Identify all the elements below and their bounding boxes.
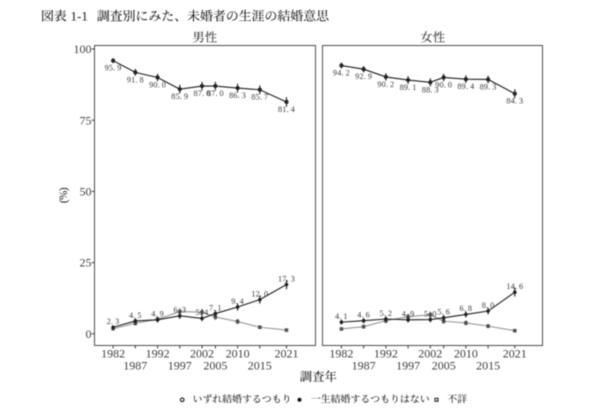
svg-text:90. 2: 90. 2 — [377, 80, 394, 89]
svg-text:2002: 2002 — [190, 347, 214, 361]
svg-text:1997: 1997 — [396, 359, 420, 373]
svg-text:6. 8: 6. 8 — [460, 304, 473, 313]
svg-text:2. 3: 2. 3 — [107, 317, 120, 326]
svg-text:100: 100 — [74, 42, 92, 56]
svg-text:9. 4: 9. 4 — [231, 297, 244, 306]
svg-text:1997: 1997 — [168, 359, 192, 373]
svg-text:1992: 1992 — [374, 347, 398, 361]
svg-text:6. 3: 6. 3 — [173, 306, 186, 315]
svg-text:4. 6: 4. 6 — [357, 311, 370, 320]
svg-text:4. 5: 4. 5 — [129, 311, 142, 320]
svg-text:88. 3: 88. 3 — [422, 85, 439, 94]
svg-text:2015: 2015 — [248, 359, 272, 373]
svg-text:75: 75 — [80, 113, 92, 127]
svg-text:1-1: 1-1 — [71, 9, 88, 24]
svg-text:94. 2: 94. 2 — [333, 69, 350, 78]
svg-text:7. 1: 7. 1 — [209, 303, 222, 312]
svg-text:14. 6: 14. 6 — [506, 282, 523, 291]
svg-text:91. 8: 91. 8 — [127, 75, 144, 84]
svg-text:90. 0: 90. 0 — [149, 80, 166, 89]
svg-text:2010: 2010 — [454, 347, 478, 361]
svg-text:89. 1: 89. 1 — [400, 83, 417, 92]
svg-text:2021: 2021 — [275, 347, 299, 361]
svg-text:90. 0: 90. 0 — [435, 80, 452, 89]
svg-text:4. 9: 4. 9 — [402, 310, 415, 319]
svg-text:84. 3: 84. 3 — [506, 97, 523, 106]
svg-text:2002: 2002 — [418, 347, 442, 361]
svg-text:2005: 2005 — [432, 359, 456, 373]
svg-text:2015: 2015 — [476, 359, 500, 373]
svg-text:85. 7: 85. 7 — [251, 93, 268, 102]
svg-text:85. 9: 85. 9 — [171, 92, 188, 101]
svg-text:4. 9: 4. 9 — [151, 310, 164, 319]
svg-text:86. 3: 86. 3 — [229, 91, 246, 100]
svg-text:5. 4: 5. 4 — [196, 308, 209, 317]
svg-text:2010: 2010 — [226, 347, 250, 361]
svg-text:1992: 1992 — [146, 347, 170, 361]
svg-text:81. 4: 81. 4 — [278, 105, 295, 114]
svg-text:89. 3: 89. 3 — [480, 82, 497, 91]
svg-text:5. 2: 5. 2 — [380, 309, 393, 318]
svg-text:4. 1: 4. 1 — [335, 312, 348, 321]
svg-text:1987: 1987 — [352, 359, 376, 373]
svg-text:1982: 1982 — [101, 347, 125, 361]
svg-text:1987: 1987 — [123, 359, 147, 373]
svg-text:89. 4: 89. 4 — [457, 82, 474, 91]
svg-text:50: 50 — [80, 185, 92, 199]
svg-text:12. 0: 12. 0 — [251, 289, 268, 298]
svg-text:95. 9: 95. 9 — [105, 64, 122, 73]
svg-text:8. 0: 8. 0 — [482, 301, 495, 310]
svg-text:2005: 2005 — [203, 359, 227, 373]
svg-text:(%): (%) — [58, 187, 70, 203]
svg-text:87. 0: 87. 0 — [207, 89, 224, 98]
svg-text:5. 0: 5. 0 — [424, 309, 437, 318]
svg-text:92. 9: 92. 9 — [355, 72, 372, 81]
svg-text:25: 25 — [80, 256, 92, 270]
svg-text:1982: 1982 — [329, 347, 353, 361]
svg-text:0: 0 — [86, 327, 92, 341]
svg-text:17. 3: 17. 3 — [278, 274, 295, 283]
svg-text:5. 6: 5. 6 — [437, 308, 450, 317]
svg-text:2021: 2021 — [503, 347, 527, 361]
svg-text:87. 0: 87. 0 — [194, 89, 211, 98]
